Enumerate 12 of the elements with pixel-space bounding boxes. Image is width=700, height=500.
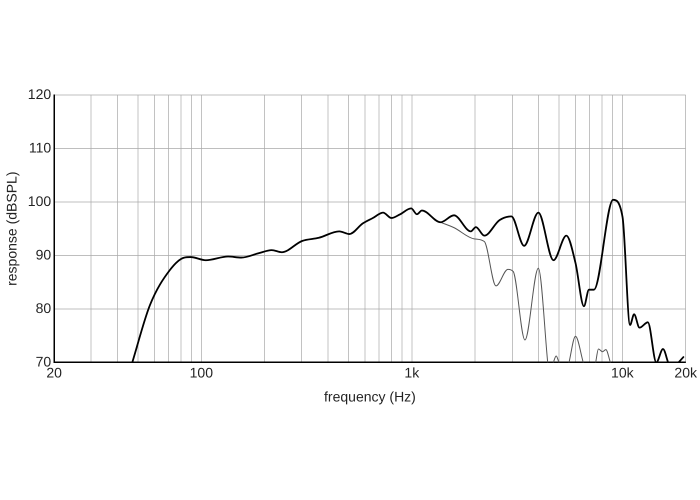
y-axis-title: response (dBSPL) bbox=[3, 171, 20, 286]
x-tick-label: 100 bbox=[190, 364, 214, 381]
x-tick-label: 10k bbox=[611, 364, 635, 381]
y-tick-label: 110 bbox=[28, 139, 52, 156]
y-tick-label: 90 bbox=[36, 246, 52, 262]
y-tick-label: 70 bbox=[36, 353, 52, 370]
x-tick-label: 1k bbox=[404, 364, 420, 381]
y-tick-label: 120 bbox=[28, 86, 52, 102]
y-tick-label: 100 bbox=[28, 192, 52, 209]
x-tick-label: 20k bbox=[674, 364, 698, 381]
y-tick-label: 80 bbox=[36, 300, 52, 316]
x-axis-title: frequency (Hz) bbox=[324, 388, 416, 404]
